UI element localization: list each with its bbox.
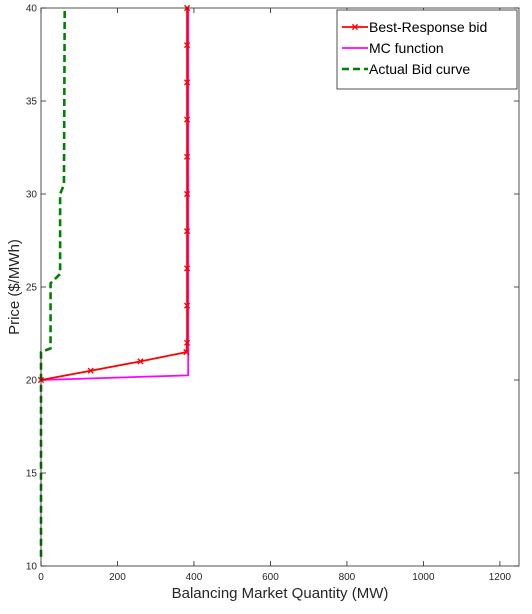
series-marker-best-response-bid <box>183 153 191 160</box>
y-tick-label: 25 <box>26 283 38 294</box>
legend: Best-Response bid MC function Actual Bid c… <box>336 9 518 90</box>
x-tick-label: 1000 <box>412 572 435 583</box>
x-tick-label: 800 <box>339 572 356 583</box>
series-marker-best-response-bid <box>183 190 191 198</box>
y-tick-label: 10 <box>26 562 38 573</box>
series-marker-best-response-bid <box>183 79 191 86</box>
legend-label-actual-bid-curve: Actual Bid curve <box>369 61 470 77</box>
x-tick-label: 600 <box>262 572 279 583</box>
legend-label-best-response-bid: Best-Response bid <box>369 19 487 35</box>
x-tick-label: 200 <box>109 572 126 583</box>
legend-label-mc-function: MC function <box>369 40 444 56</box>
x-tick-label: 1200 <box>489 572 512 583</box>
series-marker-best-response-bid <box>183 42 191 49</box>
series-marker-best-response-bid <box>87 367 94 374</box>
y-tick-label: 30 <box>26 190 38 201</box>
x-tick-label: 0 <box>38 572 44 583</box>
plot-area <box>41 8 519 566</box>
y-tick-label: 35 <box>26 97 38 108</box>
series-marker-best-response-bid <box>183 228 191 235</box>
legend-items: Best-Response bid MC function Actual Bid c… <box>342 19 487 77</box>
series-marker-best-response-bid <box>183 116 191 123</box>
series-marker-best-response-bid <box>183 302 191 309</box>
legend-box <box>336 9 518 90</box>
y-tick-label: 15 <box>26 469 38 480</box>
series-marker-best-response-bid <box>183 349 190 356</box>
series-marker-best-response-bid <box>137 358 144 365</box>
y-tick-label: 20 <box>26 376 38 387</box>
legend-marker-best-response-bid <box>351 23 359 31</box>
series-marker-best-response-bid <box>183 265 191 272</box>
x-tick-label: 400 <box>186 572 203 583</box>
series-line-best-response-bid <box>40 8 188 381</box>
series-marker-best-response-bid <box>183 339 191 346</box>
ticks-layer: 0 200 400 600 800 1000 1200 10 15 20 25 30 35 40 <box>26 4 519 583</box>
y-tick-label: 40 <box>26 4 38 15</box>
series-layer <box>37 4 191 557</box>
series-line-mc-function <box>40 8 190 381</box>
series-line-actual-bid-curve <box>39 7 67 557</box>
x-axis-title: Balancing Market Quantity (MW) <box>172 585 389 602</box>
y-axis-title: Price ($/MWh) <box>6 239 23 335</box>
